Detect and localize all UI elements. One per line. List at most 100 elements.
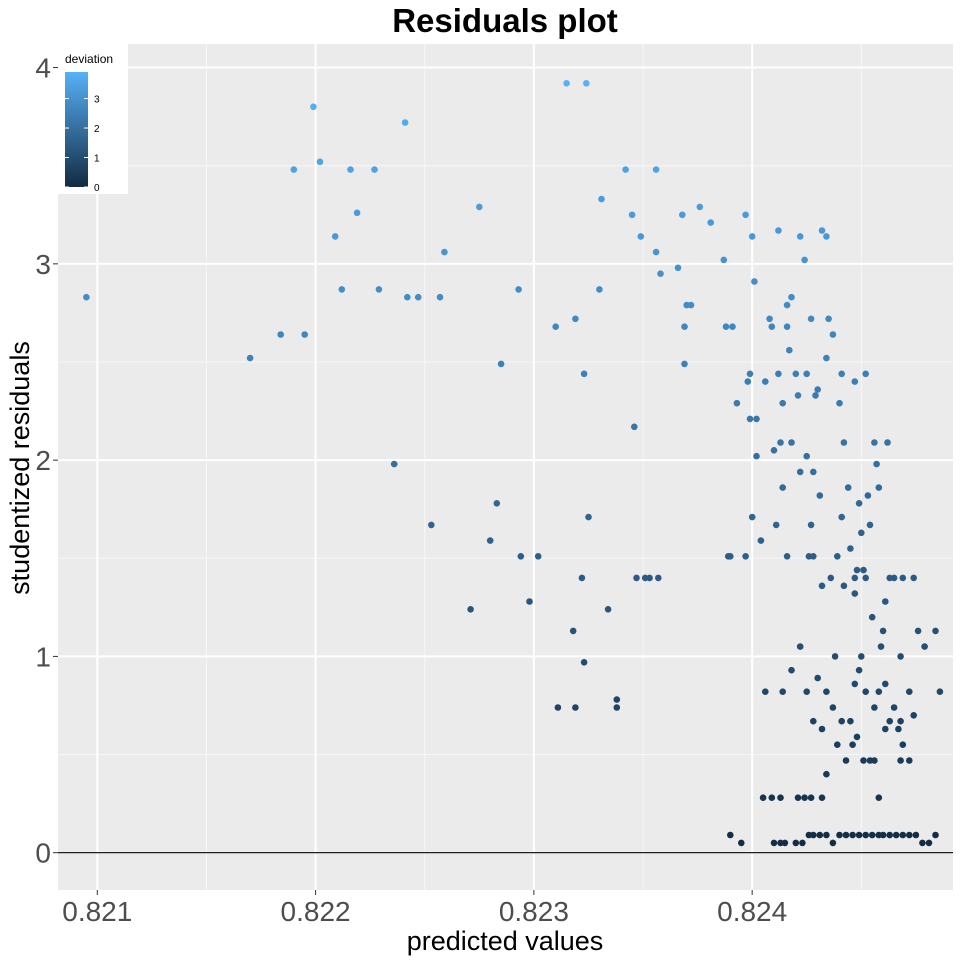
data-point <box>572 315 579 323</box>
data-point <box>742 211 749 219</box>
data-point <box>849 741 856 748</box>
data-point <box>890 574 898 582</box>
data-point <box>910 574 917 582</box>
data-point <box>613 704 621 711</box>
data-point <box>803 370 810 378</box>
data-point <box>788 666 795 674</box>
data-point <box>331 233 339 240</box>
data-point <box>875 484 883 491</box>
data-point <box>742 553 749 560</box>
data-point <box>436 293 444 301</box>
data-point <box>899 741 907 748</box>
data-point <box>794 794 802 801</box>
data-point <box>770 447 778 454</box>
data-point <box>598 195 605 203</box>
data-point <box>580 370 588 378</box>
data-point <box>873 460 880 468</box>
data-point <box>707 219 714 226</box>
data-point <box>829 704 837 711</box>
data-point <box>375 286 383 293</box>
data-point <box>770 839 778 847</box>
x-tick-label: 0.823 <box>499 896 569 927</box>
data-point <box>799 839 806 847</box>
data-point <box>853 566 861 574</box>
data-point <box>604 606 612 613</box>
data-point <box>858 529 865 537</box>
data-point <box>762 378 769 385</box>
data-point <box>493 500 501 507</box>
data-point <box>823 354 830 362</box>
data-point <box>569 627 577 635</box>
data-point <box>746 415 754 423</box>
data-point <box>681 360 688 368</box>
data-point <box>831 653 839 660</box>
data-point <box>674 264 682 272</box>
data-point <box>851 574 859 582</box>
data-point <box>823 770 830 778</box>
data-point <box>860 757 867 764</box>
data-point <box>428 521 435 529</box>
data-point <box>779 399 786 407</box>
data-point <box>534 553 542 560</box>
data-point <box>868 613 876 621</box>
data-point <box>316 158 324 166</box>
data-point <box>657 270 664 278</box>
data-point <box>783 553 791 560</box>
data-point <box>851 680 859 688</box>
data-point <box>775 227 782 234</box>
data-point <box>834 741 841 748</box>
data-point <box>277 331 285 338</box>
data-point <box>838 370 845 378</box>
data-point <box>783 301 791 309</box>
data-point <box>823 831 830 839</box>
data-point <box>441 248 448 256</box>
data-point <box>246 354 254 362</box>
data-point <box>827 574 835 582</box>
data-point <box>748 513 756 521</box>
data-point <box>858 653 865 660</box>
data-point <box>414 293 422 301</box>
data-point <box>836 831 843 839</box>
data-point <box>766 315 773 323</box>
data-point <box>517 553 525 560</box>
data-point <box>932 831 939 839</box>
data-point <box>467 606 474 613</box>
data-point <box>810 717 817 725</box>
data-point <box>807 521 815 529</box>
data-point <box>823 233 830 240</box>
data-point <box>862 574 869 582</box>
data-point <box>838 513 845 521</box>
data-point <box>879 831 887 839</box>
data-point <box>851 590 859 597</box>
data-point <box>812 392 819 399</box>
data-point <box>882 725 889 733</box>
data-point <box>572 704 579 711</box>
legend-tick-label: 2 <box>94 124 100 135</box>
data-point <box>779 688 786 695</box>
data-point <box>899 574 907 582</box>
x-axis-title: predicted values <box>407 926 604 956</box>
data-point <box>801 256 808 264</box>
data-point <box>751 278 758 285</box>
data-point <box>552 323 559 331</box>
data-point <box>818 725 826 733</box>
data-point <box>879 627 887 635</box>
data-point <box>753 415 760 423</box>
data-point <box>486 537 494 544</box>
data-point <box>729 323 736 331</box>
data-point <box>526 598 533 605</box>
data-point <box>818 794 826 801</box>
data-point <box>862 370 869 378</box>
data-point <box>768 794 776 801</box>
data-point <box>371 166 378 173</box>
data-point <box>816 831 824 839</box>
data-point <box>840 582 848 590</box>
x-tick-label: 0.822 <box>281 896 351 927</box>
data-point <box>882 598 889 605</box>
data-point <box>825 315 832 323</box>
data-point <box>646 574 653 582</box>
data-point <box>823 688 830 695</box>
data-point <box>796 468 804 476</box>
y-axis: 0 1 2 3 4 <box>35 53 58 869</box>
data-point <box>829 839 837 847</box>
